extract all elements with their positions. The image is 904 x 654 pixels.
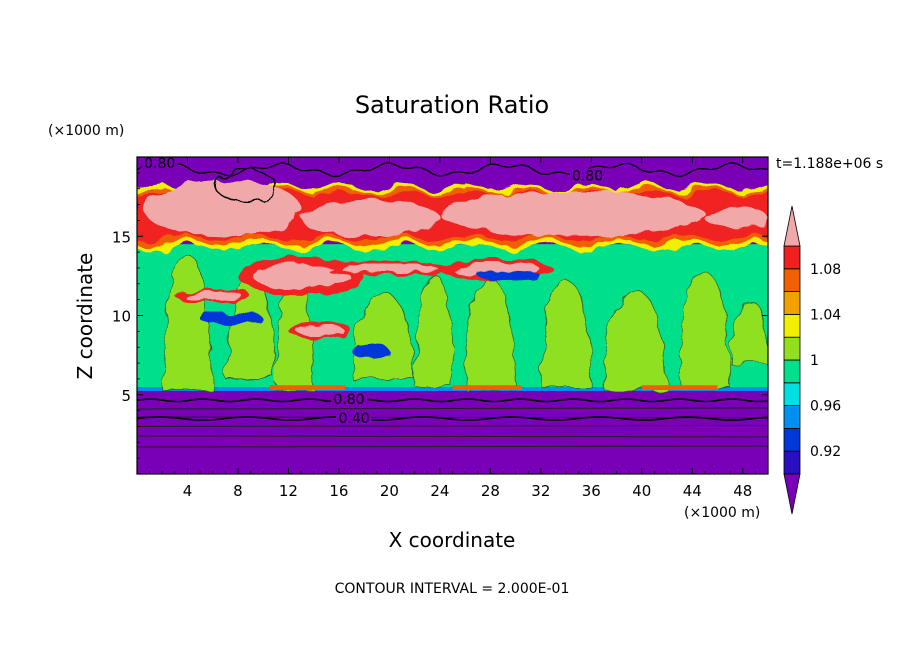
contour-label: 0.80 [144,156,175,172]
contour-080-upper [137,161,768,178]
contour-080-lower [137,398,768,403]
colorbar-label: 1.04 [810,307,841,323]
base-cap [641,385,718,390]
contour-label-bg [141,157,178,170]
y-tick-label: 15 [112,228,131,246]
contour-closed-anvil [214,169,277,203]
colorbar-segment [783,336,801,361]
dry-contour-line [137,435,768,438]
y-tick-label: 5 [121,387,131,405]
colorbar-label: 1 [810,353,819,369]
anvil-pink-core [704,207,768,229]
dry-pocket [351,344,390,359]
x-tick-label: 36 [582,482,601,500]
x-tick-label: 12 [279,482,298,500]
anvil-pink-core [301,199,440,237]
y-unit-label: (×1000 m) [48,123,124,139]
time-label: t=1.188e+06 s [776,156,883,172]
mid-level-pink [295,324,345,337]
colorbar-segment [783,359,801,384]
base-cap [452,385,522,390]
plot-area: 0.80 0.80 0.80 0.40 [137,156,768,474]
colorbar-segment [783,313,801,338]
x-tick-label: 16 [329,482,348,500]
contour-label-bg [569,168,606,183]
contour-interval-footer: CONTOUR INTERVAL = 2.000E-01 [335,581,570,597]
x-tick-label: 20 [380,482,399,500]
updraft-plume [603,289,668,391]
colorbar-label: 1.08 [810,262,841,278]
mid-level-pink [252,263,350,289]
updraft-plume [540,280,592,388]
updraft-plume [414,273,453,388]
x-tick-label: 44 [683,482,702,500]
x-axis-label: X coordinate [389,528,516,552]
x-tick-label: 40 [632,482,651,500]
x-axis: 4 8 12 16 20 24 28 32 36 40 44 48 [149,157,756,500]
x-tick-label: 28 [481,482,500,500]
contour-040 [137,416,768,421]
colorbar-segment [783,427,801,452]
y-tick-label: 10 [112,308,131,326]
colorbar-label: 0.96 [810,399,841,415]
colorbar-segment [783,450,801,475]
colorbar-extend-max [783,205,801,247]
x-unit-label: (×1000 m) [684,505,760,521]
contour-label: 0.80 [333,392,364,408]
y-axis: 5 10 15 [112,172,768,459]
anvil-pink-core [439,191,705,237]
y-axis-label: Z coordinate [73,253,97,380]
base-cap [269,385,346,390]
mid-level-pink [340,263,438,274]
dry-contour-line [137,424,768,427]
contour-label: 0.40 [338,411,369,427]
colorbar-segment [783,382,801,406]
chart-title: Saturation Ratio [355,91,549,119]
colorbar-segment [783,268,801,292]
contour-label: 0.80 [572,169,603,185]
colorbar-segment [783,291,801,315]
x-tick-label: 32 [531,482,550,500]
colorbar-segment [783,405,801,429]
colorbar: 0.92 0.96 1 1.04 1.08 [783,205,841,515]
contour-label-bg [336,411,373,426]
dry-pocket [200,312,264,326]
updraft-plume [729,299,768,364]
anvil-pink-core [143,180,302,237]
updraft-plume [679,272,731,388]
dry-contour-line [137,407,768,410]
colorbar-label: 0.92 [810,444,841,460]
colorbar-segment [783,245,801,270]
dry-contour-line [137,445,768,448]
dry-pocket [477,271,541,281]
x-tick-label: 24 [430,482,449,500]
mid-level-pink [183,290,242,301]
x-tick-label: 48 [733,482,752,500]
x-tick-label: 4 [183,482,193,500]
colorbar-extend-min [783,473,801,515]
x-tick-label: 8 [233,482,243,500]
contour-label-bg [331,392,368,407]
